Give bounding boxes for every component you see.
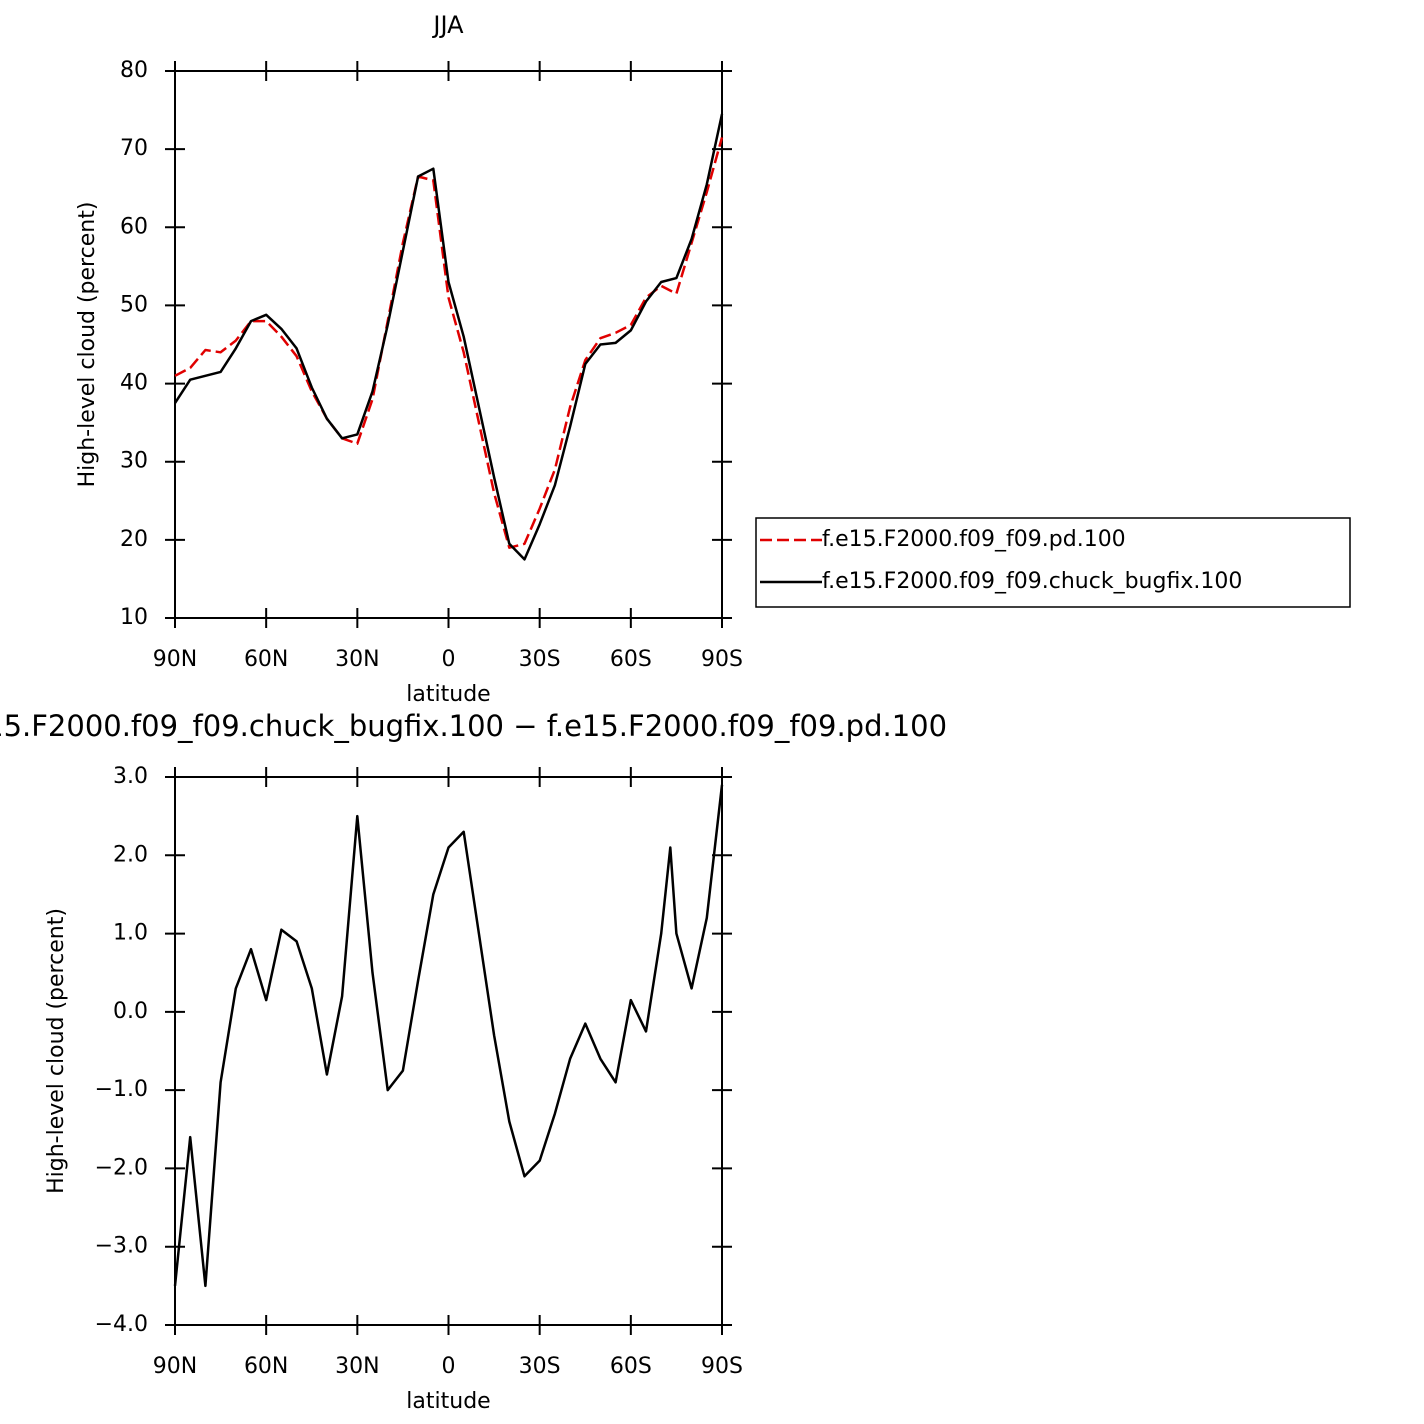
y-tick-label: 40 [120,371,148,396]
x-tick-label: 30S [519,1354,561,1379]
x-axis-label: latitude [406,1389,490,1414]
y-tick-label: 10 [120,605,148,630]
x-tick-label: 60N [244,1354,288,1379]
chart-title: f.e15.F2000.f09_f09.chuck_bugfix.100 − f… [0,709,947,743]
x-tick-label: 30N [335,1354,379,1379]
x-tick-label: 90N [153,647,197,672]
x-tick-label: 30S [519,647,561,672]
data-line [174,137,724,549]
y-tick-label: 3.0 [113,764,148,789]
y-tick-label: 2.0 [113,842,148,867]
y-axis-label: High-level cloud (percent) [75,202,100,488]
x-tick-label: 90N [153,1354,197,1379]
legend-box [755,517,1351,608]
x-tick-label: 60N [244,647,288,672]
x-tick-label: 90S [701,647,743,672]
data-line [173,784,724,1288]
y-tick-label: 20 [120,527,148,552]
x-axis-label: latitude [406,682,490,707]
y-tick-label: 70 [120,136,148,161]
x-tick-label: 0 [442,1354,456,1379]
y-tick-label: 50 [120,292,148,317]
x-tick-label: 60S [610,647,652,672]
x-tick-label: 60S [610,1354,652,1379]
plot-frame [174,70,723,619]
y-tick-label: 1.0 [113,921,148,946]
y-axis-label: High-level cloud (percent) [44,908,69,1194]
data-line [173,113,724,561]
x-tick-label: 90S [701,1354,743,1379]
y-tick-label: 30 [120,449,148,474]
x-tick-label: 30N [335,647,379,672]
y-tick-label: 80 [120,58,148,83]
legend-label: f.e15.F2000.f09_f09.pd.100 [822,527,1126,552]
plot-frame [174,776,723,1326]
y-tick-label: −3.0 [95,1234,148,1259]
legend-label: f.e15.F2000.f09_f09.chuck_bugfix.100 [822,569,1242,594]
chart-title: JJA [431,11,464,39]
y-tick-label: −2.0 [95,1155,148,1180]
y-tick-label: 0.0 [113,999,148,1024]
y-tick-label: −4.0 [95,1312,148,1337]
x-tick-label: 0 [442,647,456,672]
y-tick-label: 60 [120,214,148,239]
y-tick-label: −1.0 [95,1077,148,1102]
